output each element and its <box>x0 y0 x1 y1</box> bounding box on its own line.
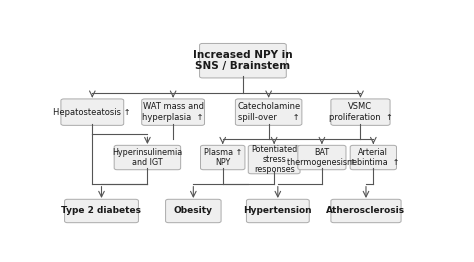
Text: BAT
thermogenesis ↑: BAT thermogenesis ↑ <box>287 148 356 167</box>
FancyBboxPatch shape <box>114 145 181 170</box>
Text: Hyperinsulinemia
and IGT: Hyperinsulinemia and IGT <box>112 148 182 167</box>
FancyBboxPatch shape <box>298 145 346 170</box>
Text: WAT mass and
hyperplasia  ↑: WAT mass and hyperplasia ↑ <box>142 102 204 122</box>
Text: Hepatosteatosis ↑: Hepatosteatosis ↑ <box>54 108 131 117</box>
FancyBboxPatch shape <box>331 99 390 125</box>
FancyBboxPatch shape <box>200 43 286 78</box>
FancyBboxPatch shape <box>248 145 300 174</box>
Text: Obesity: Obesity <box>174 206 213 215</box>
FancyBboxPatch shape <box>142 99 205 125</box>
FancyBboxPatch shape <box>350 145 396 170</box>
FancyBboxPatch shape <box>236 99 302 125</box>
Text: Catecholamine
spill-over      ↑: Catecholamine spill-over ↑ <box>237 102 300 122</box>
Text: Potentiated
stress
responses: Potentiated stress responses <box>251 145 297 174</box>
FancyBboxPatch shape <box>331 199 401 223</box>
FancyBboxPatch shape <box>64 199 138 223</box>
Text: VSMC
proliferation  ↑: VSMC proliferation ↑ <box>328 102 392 122</box>
Text: Hypertension: Hypertension <box>244 206 312 215</box>
FancyBboxPatch shape <box>165 199 221 223</box>
FancyBboxPatch shape <box>246 199 309 223</box>
Text: Increased NPY in
SNS / Brainstem: Increased NPY in SNS / Brainstem <box>193 50 293 72</box>
Text: Atherosclerosis: Atherosclerosis <box>327 206 406 215</box>
Text: Arterial
nebintima  ↑: Arterial nebintima ↑ <box>347 148 400 167</box>
Text: Plasma ↑
NPY: Plasma ↑ NPY <box>203 148 242 167</box>
Text: Type 2 diabetes: Type 2 diabetes <box>62 206 142 215</box>
FancyBboxPatch shape <box>201 145 245 170</box>
FancyBboxPatch shape <box>61 99 124 125</box>
